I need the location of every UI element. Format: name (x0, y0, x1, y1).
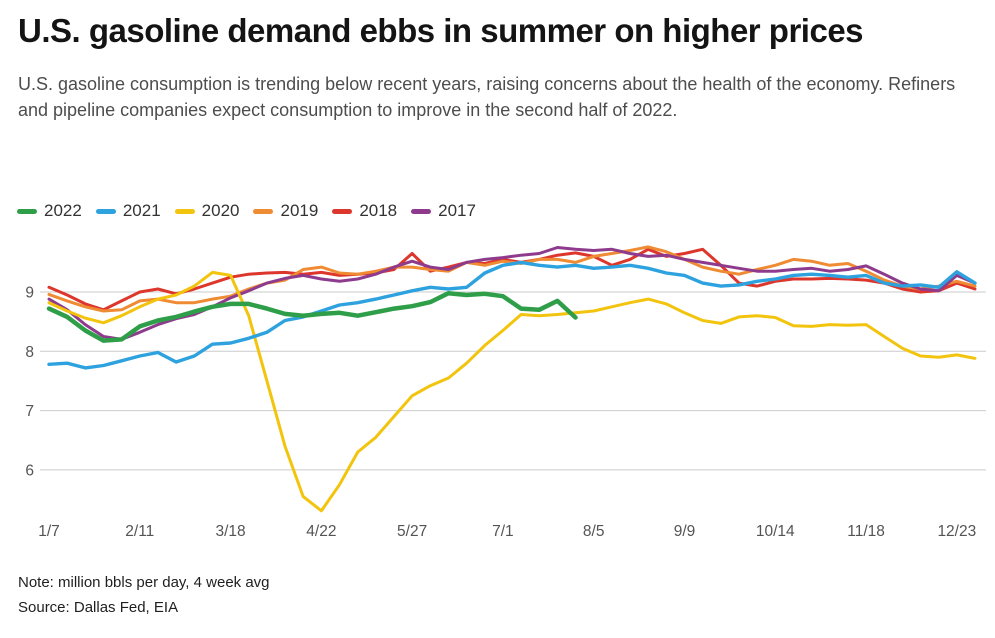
legend-item-2021: 2021 (95, 201, 161, 221)
line-chart: 9 8 7 6 1/7 2/11 3/18 4/22 5/27 7/1 8/5 9/9 10/14 11/… (25, 245, 986, 540)
series-line-2022 (46, 290, 578, 343)
legend-item-2020: 2020 (174, 201, 240, 221)
x-axis-tick-label: 11/18 (847, 523, 885, 540)
x-axis-tick-label: 12/23 (937, 523, 976, 540)
x-axis-tick-label: 4/22 (306, 523, 336, 540)
legend-swatch-icon (411, 208, 432, 214)
legend-label: 2019 (280, 201, 319, 220)
x-axis-tick-label: 7/1 (492, 523, 514, 540)
series-line-2021 (47, 260, 977, 370)
legend-label: 2022 (44, 201, 82, 220)
legend-swatch-icon (174, 208, 195, 214)
x-axis-tick-label: 2/11 (125, 523, 154, 540)
legend-swatch-icon (253, 208, 274, 214)
legend-label: 2021 (122, 201, 161, 220)
legend-label: 2017 (438, 201, 476, 220)
chart-subtitle: U.S. gasoline consumption is trending be… (18, 74, 956, 120)
chart-legend: 2022 2021 2020 2019 2018 2017 (17, 201, 476, 221)
legend-item-2019: 2019 (253, 201, 318, 221)
legend-item-2017: 2017 (411, 201, 476, 221)
x-axis-tick-label: 1/7 (38, 523, 60, 540)
legend-label: 2018 (359, 201, 398, 220)
y-axis-tick-label: 8 (25, 344, 34, 361)
legend-swatch-icon (332, 208, 353, 214)
chart-title: U.S. gasoline demand ebbs in summer on h… (18, 12, 864, 49)
x-axis-tick-label: 3/18 (215, 523, 245, 540)
x-axis-tick-label: 9/9 (674, 523, 696, 540)
y-axis-tick-label: 9 (25, 285, 34, 302)
legend-swatch-icon (17, 208, 37, 214)
legend-label: 2020 (201, 201, 240, 220)
legend-swatch-icon (95, 208, 116, 214)
x-axis-tick-label: 5/27 (397, 523, 427, 540)
chart-source: Source: Dallas Fed, EIA (18, 599, 179, 616)
chart-note: Note: million bbls per day, 4 week avg (18, 574, 270, 591)
legend-item-2018: 2018 (332, 201, 397, 221)
y-axis-tick-label: 7 (25, 403, 34, 420)
series-line-2020 (47, 270, 977, 513)
x-axis-tick-label: 8/5 (583, 523, 605, 540)
x-axis-tick-label: 10/14 (756, 523, 795, 540)
y-axis-tick-label: 6 (25, 462, 34, 479)
legend-item-2022: 2022 (17, 201, 82, 221)
